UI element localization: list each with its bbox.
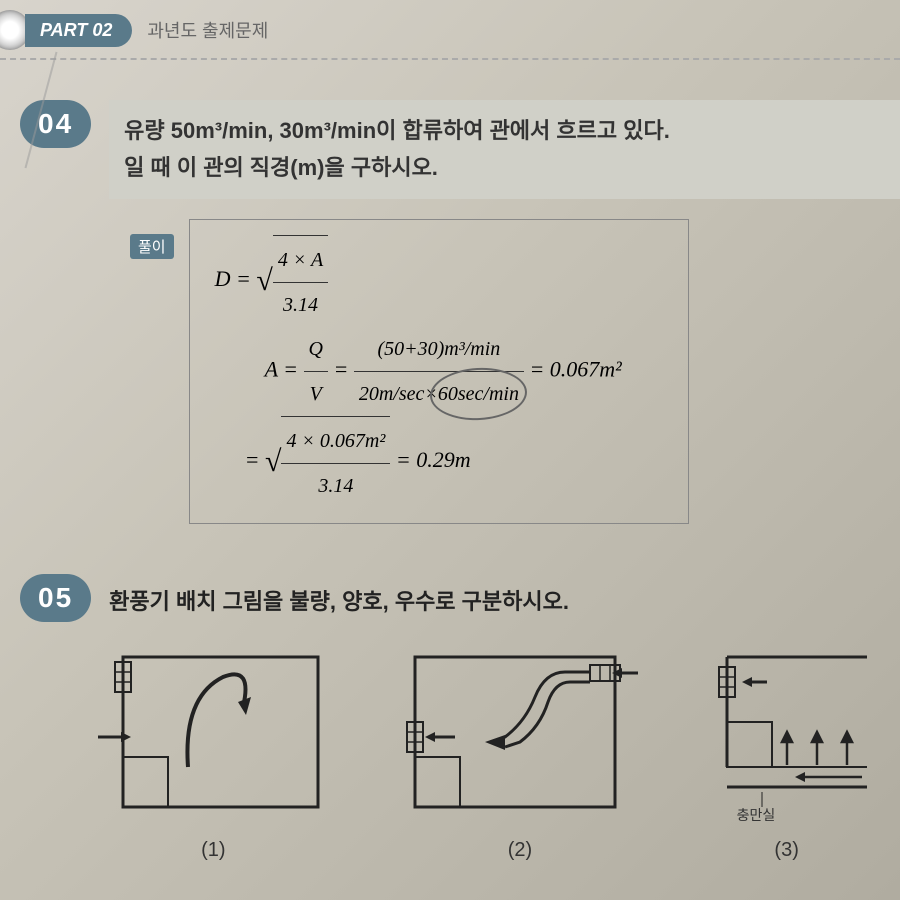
plenum-label: 충만실 — [737, 805, 776, 825]
solution-box: D = √4 × A3.14 A = QV = (50+30)m³/min20m… — [189, 219, 689, 524]
eq2-frac2: (50+30)m³/min20m/sec×60sec/min — [354, 327, 524, 416]
eq1-lhs: D = — [215, 266, 251, 291]
sqrt-icon: √ — [256, 264, 272, 297]
question-text: 환풍기 배치 그림을 불량, 양호, 우수로 구분하시오. — [109, 574, 900, 616]
diagram-3: 충만실 (3) — [707, 647, 867, 862]
diagram-row: (1) — [60, 647, 900, 862]
page-header: PART 02 과년도 출제문제 — [0, 0, 900, 50]
header-divider — [0, 58, 900, 60]
diagram-1-svg — [93, 647, 333, 827]
part-badge: PART 02 — [25, 14, 132, 47]
diagram-3-svg — [707, 647, 867, 827]
diagram-2-svg — [400, 647, 640, 827]
diagram-3-label: (3) — [774, 839, 798, 862]
eq2-result: = 0.067m² — [529, 356, 621, 381]
eq3-result: = 0.29m — [396, 447, 471, 472]
diagram-1-label: (1) — [201, 839, 225, 862]
eq3-radicand: 4 × 0.067m²3.14 — [281, 416, 390, 508]
solution-label: 풀이 — [130, 234, 174, 259]
question-text: 유량 50m³/min, 30m³/min이 합류하여 관에서 흐르고 있다. … — [109, 100, 900, 199]
diagram-1: (1) — [93, 647, 333, 862]
sqrt-icon: √ — [265, 445, 281, 478]
equals-3: = — [245, 447, 265, 472]
eq1-radicand: 4 × A3.14 — [273, 235, 328, 327]
circled-annotation: 60sec/min — [438, 372, 519, 416]
question-number-badge: 05 — [20, 574, 91, 622]
equation-1: D = √4 × A3.14 — [215, 235, 663, 327]
page: PART 02 과년도 출제문제 04 유량 50m³/min, 30m³/mi… — [0, 0, 900, 862]
header-title: 과년도 출제문제 — [147, 17, 268, 43]
equals: = — [333, 356, 353, 381]
question-04: 04 유량 50m³/min, 30m³/min이 합류하여 관에서 흐르고 있… — [0, 100, 900, 524]
eq2-frac1: QV — [304, 327, 328, 416]
eq2-lhs: A = — [265, 356, 298, 381]
eq2-den-left: 20m/sec× — [359, 383, 438, 405]
question-05: 05 환풍기 배치 그림을 불량, 양호, 우수로 구분하시오. — [0, 574, 900, 862]
diagram-2-label: (2) — [508, 839, 532, 862]
solution-area: 풀이 D = √4 × A3.14 A = QV = (50+30)m³/min… — [130, 219, 900, 524]
q04-line2: 일 때 이 관의 직경(m)을 구하시오. — [124, 149, 885, 186]
equation-2: A = QV = (50+30)m³/min20m/sec×60sec/min … — [265, 327, 663, 416]
equation-3: = √4 × 0.067m²3.14 = 0.29m — [245, 416, 663, 508]
q04-line1: 유량 50m³/min, 30m³/min이 합류하여 관에서 흐르고 있다. — [124, 112, 885, 149]
diagram-2: (2) — [400, 647, 640, 862]
